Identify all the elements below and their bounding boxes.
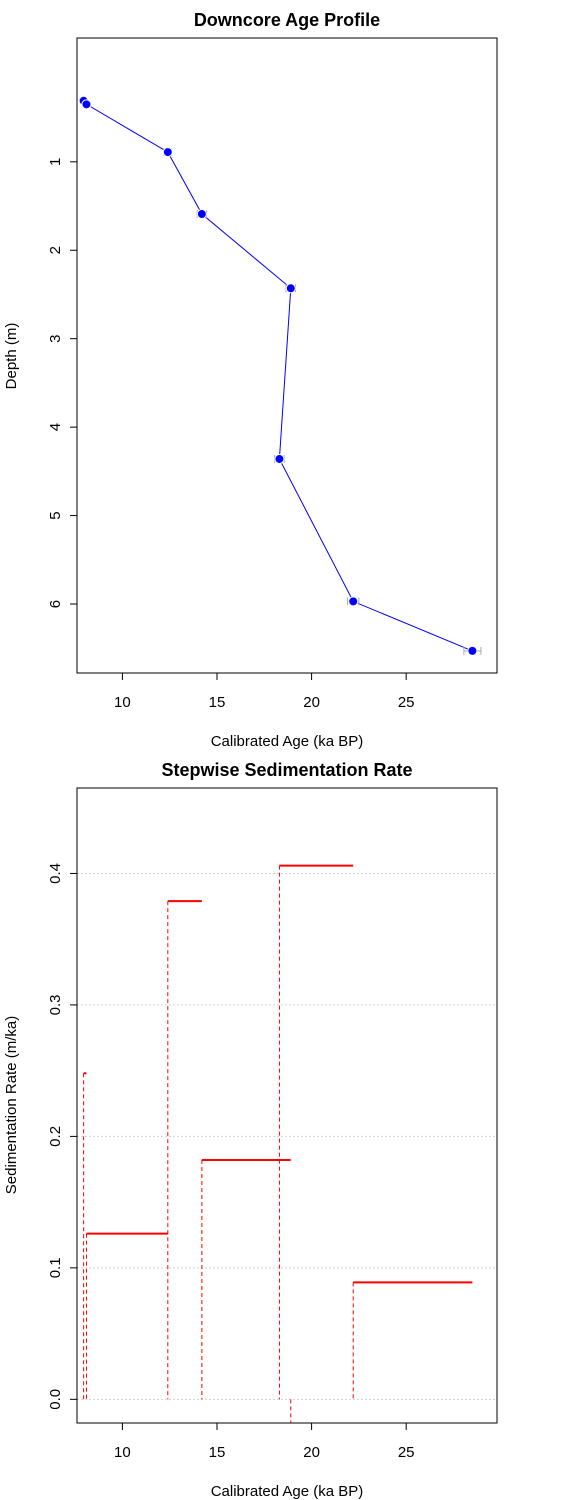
age-profile-y-axis: 1 2 3 4 5 6 [47,158,78,608]
age-depth-point [196,208,207,219]
sed-rate-x-tick-label: 15 [209,1444,226,1461]
age-profile-plot-frame [76,37,498,674]
age-profile-y-tick-label: 5 [47,511,64,519]
age-profile-data-marks [78,95,482,656]
age-depth-series-line [83,100,473,652]
sed-rate-y-tick-label: 0.2 [47,1126,64,1147]
sed-rate-plot-frame [76,787,498,1424]
sed-rate-x-tick-label: 10 [114,1444,131,1461]
sed-rate-y-tick-label: 0.4 [47,863,64,884]
age-depth-point [467,645,478,656]
sed-rate-y-axis: 0.0 0.1 0.2 0.3 0.4 [47,863,78,1410]
sed-rate-x-tick-label: 20 [303,1444,320,1461]
age-depth-point [285,283,296,294]
age-profile-title: Downcore Age Profile [194,10,380,30]
age-profile-x-tick-label: 15 [209,694,226,711]
sed-rate-y-tick-label: 0.3 [47,994,64,1015]
age-profile-y-tick-label: 4 [47,423,64,431]
age-depth-point [274,453,285,464]
age-depth-point [81,99,92,110]
sed-rate-y-tick-label: 0.0 [47,1389,64,1410]
age-profile-panel: Downcore Age Profile 10 15 20 25 1 2 3 4 5 6 Cal… [3,10,498,750]
age-depth-point [162,147,173,158]
sed-rate-title: Stepwise Sedimentation Rate [161,760,412,780]
sed-rate-x-tick-label: 25 [398,1444,415,1461]
sed-rate-x-axis-label: Calibrated Age (ka BP) [211,1483,364,1500]
age-profile-y-tick-label: 3 [47,335,64,343]
age-profile-x-tick-label: 25 [398,694,415,711]
sed-rate-x-axis: 10 15 20 25 [114,1422,415,1461]
age-profile-x-axis: 10 15 20 25 [114,672,415,711]
sed-rate-panel: Stepwise Sedimentation Rate 10 15 20 25 0.0… [3,760,498,1500]
age-profile-y-tick-label: 1 [47,158,64,166]
sed-rate-y-tick-label: 0.1 [47,1257,64,1278]
age-profile-y-axis-label: Depth (m) [3,323,20,390]
age-depth-point [348,596,359,607]
age-profile-y-tick-label: 6 [47,600,64,608]
age-profile-y-tick-label: 2 [47,246,64,254]
age-profile-x-tick-label: 20 [303,694,320,711]
sed-rate-y-axis-label: Sedimentation Rate (m/ka) [3,1016,20,1194]
age-profile-x-axis-label: Calibrated Age (ka BP) [211,733,364,750]
sed-rate-gridlines [77,872,497,1400]
sed-rate-data-marks [83,864,473,1423]
age-profile-x-tick-label: 10 [114,694,131,711]
